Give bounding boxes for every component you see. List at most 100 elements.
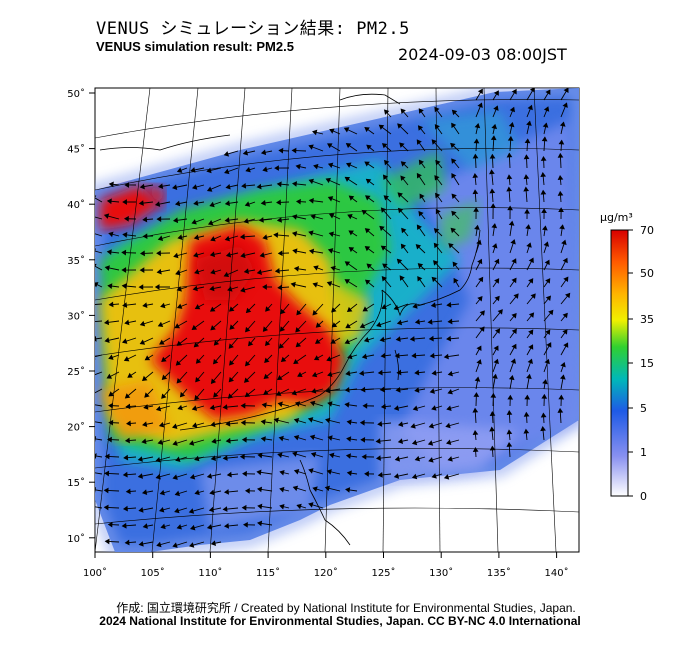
wind-arrow-head [361, 353, 368, 360]
wind-arrow-head [427, 440, 434, 446]
wind-arrow-head [345, 143, 352, 149]
wind-arrow-head [383, 195, 390, 201]
wind-arrow-head [227, 286, 233, 292]
wind-arrow-head [139, 267, 145, 273]
wind-arrow-head [103, 213, 110, 219]
wind-arrow-head [191, 324, 198, 330]
wind-arrow-head [256, 269, 262, 276]
wind-arrow-head [511, 343, 517, 350]
wind-arrow-head [222, 404, 228, 410]
wind-arrow-head [224, 168, 230, 175]
wind-arrow-head [510, 358, 517, 364]
wind-arrow-head [399, 275, 405, 281]
wind-arrow-head [245, 487, 250, 494]
lon-tick-label: 115˚ [256, 567, 280, 579]
wind-arrow-head [223, 271, 230, 278]
wind-arrow-head [212, 358, 219, 365]
wind-arrow-head [176, 524, 182, 530]
wind-arrow-head [138, 507, 144, 513]
wind-arrow-head [376, 321, 382, 328]
wind-arrow-head [291, 147, 297, 154]
wind-arrow-head [545, 89, 551, 95]
wind-arrow-head [157, 235, 164, 242]
wind-arrow-head [360, 386, 366, 393]
wind-arrow-head [121, 283, 127, 289]
wind-arrow-head [107, 283, 113, 289]
wind-arrow-head [560, 374, 566, 380]
wind-arrow-head [489, 445, 496, 451]
wind-arrow-head [191, 405, 198, 411]
wind-arrow-head [240, 419, 246, 426]
wind-arrow-head [276, 199, 281, 206]
wind-arrow-head [379, 336, 385, 343]
wind-arrow-head [494, 328, 501, 334]
wind-arrow-head [542, 225, 548, 231]
wind-arrow-head [193, 234, 200, 241]
wind-arrow-head [508, 374, 515, 381]
wind-arrow-head [104, 319, 110, 326]
wind-arrow-head [228, 376, 234, 383]
wind-arrow-head [362, 306, 369, 312]
wind-arrow-head [417, 263, 424, 269]
wind-arrow-head [447, 318, 453, 325]
wind-arrow-head [209, 489, 215, 496]
wind-arrow-head [409, 336, 415, 342]
wind-arrow-head [278, 343, 285, 349]
wind-arrow-head [142, 216, 148, 223]
wind-arrow-head [159, 339, 165, 345]
wind-arrow-head [140, 250, 145, 257]
wind-arrow-head [260, 419, 266, 425]
wind-arrow-head [511, 328, 517, 335]
wind-arrow-head [194, 268, 200, 275]
wind-arrow-head [479, 310, 485, 316]
wind-arrow-head [307, 417, 314, 423]
lat-tick-label: 30˚ [67, 310, 85, 322]
wind-arrow-head [108, 402, 113, 409]
wind-arrow-head [328, 213, 335, 219]
wind-arrow-head [213, 392, 219, 398]
wind-arrow-head [206, 167, 212, 174]
wind-arrow-head [264, 357, 270, 363]
wind-arrow-head [161, 356, 167, 362]
wind-arrow-head [293, 434, 300, 441]
wind-arrow-head [540, 426, 546, 432]
wind-arrow-head [511, 277, 517, 284]
wind-arrow-head [155, 457, 161, 463]
wind-arrow-head [433, 228, 440, 234]
wind-arrow-head [242, 470, 247, 477]
wind-arrow-head [210, 236, 216, 242]
wind-arrow-head [122, 471, 128, 478]
wind-arrow [95, 472, 103, 475]
wind-arrow-head [528, 257, 534, 264]
wind-arrow-head [208, 506, 215, 513]
wind-arrow-head [366, 263, 372, 269]
wind-arrow-head [193, 200, 199, 206]
wind-arrow-head [491, 223, 498, 229]
wind-arrow-head [524, 138, 531, 144]
wind-arrow-head [377, 472, 383, 478]
wind-arrow-head [400, 108, 406, 114]
lat-tick-label: 50˚ [67, 88, 85, 100]
lon-tick-label: 120˚ [314, 567, 338, 579]
wind-arrow-head [103, 504, 109, 511]
wind-arrow-head [256, 486, 263, 493]
wind-arrow-head [144, 392, 150, 398]
wind-arrow-head [418, 108, 424, 114]
wind-arrow-head [327, 371, 333, 378]
wind-arrow-head [274, 268, 280, 274]
wind-arrow-head [411, 352, 417, 359]
colorbar: µg/m³ 70 50 35 15 5 1 0 [600, 211, 654, 503]
wind-arrow-head [257, 452, 263, 459]
wind-arrow-head [434, 175, 440, 181]
colorbar-unit: µg/m³ [600, 211, 633, 224]
wind-arrow-head [308, 230, 314, 236]
wind-arrow-head [243, 268, 249, 274]
wind-arrow-head [492, 373, 498, 379]
wind-arrow-head [383, 109, 390, 115]
wind-arrow-head [106, 373, 113, 379]
wind-arrow-head [260, 436, 266, 442]
wind-arrow-head [175, 456, 181, 463]
wind-arrow-head [210, 540, 217, 546]
wind-arrow-head [296, 309, 302, 316]
wind-arrow-head [313, 265, 319, 271]
